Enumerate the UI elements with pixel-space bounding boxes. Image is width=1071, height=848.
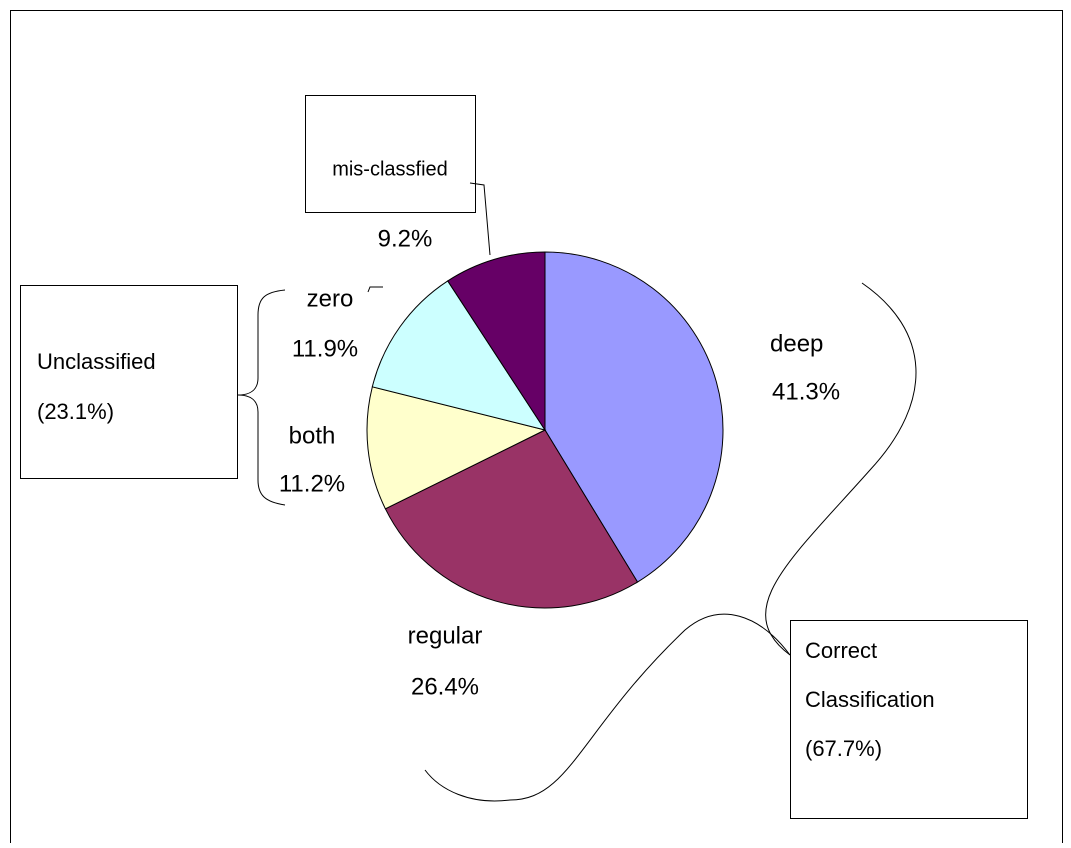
annotation-text: (23.1%) bbox=[37, 399, 114, 424]
annotation-box bbox=[790, 620, 1028, 819]
labels: deep 41.3% regular 26.4% both 11.2% zero 11.9% m… bbox=[37, 158, 935, 761]
annotation-text: Classification bbox=[805, 687, 935, 712]
category-label: mis-classfied bbox=[332, 158, 448, 180]
category-label: zero bbox=[307, 285, 354, 312]
leader-line bbox=[367, 286, 383, 293]
pie bbox=[366, 251, 724, 609]
brace bbox=[765, 282, 917, 656]
value-label: 11.2% bbox=[279, 470, 345, 497]
annotation-box bbox=[20, 285, 238, 479]
value-label: 11.9% bbox=[292, 335, 358, 362]
brace bbox=[424, 613, 791, 802]
category-label: deep bbox=[770, 330, 823, 357]
pie-slice bbox=[384, 429, 639, 609]
leader-line bbox=[469, 182, 491, 256]
pie-slice bbox=[544, 251, 724, 583]
pie-slice bbox=[447, 251, 546, 432]
chart-frame bbox=[10, 10, 1063, 848]
pie-slice bbox=[371, 280, 547, 431]
brace bbox=[237, 289, 286, 506]
annotation-text: Unclassified bbox=[37, 349, 156, 374]
value-label: 9.2% bbox=[378, 225, 433, 252]
value-label: 41.3% bbox=[772, 378, 840, 405]
pie-slice bbox=[366, 386, 547, 510]
label-box bbox=[305, 95, 476, 213]
value-label: 26.4% bbox=[411, 673, 479, 700]
category-label: both bbox=[289, 422, 336, 449]
category-label: regular bbox=[408, 622, 483, 649]
annotation-text: (67.7%) bbox=[805, 736, 882, 761]
annotation-text: Correct bbox=[805, 638, 877, 663]
